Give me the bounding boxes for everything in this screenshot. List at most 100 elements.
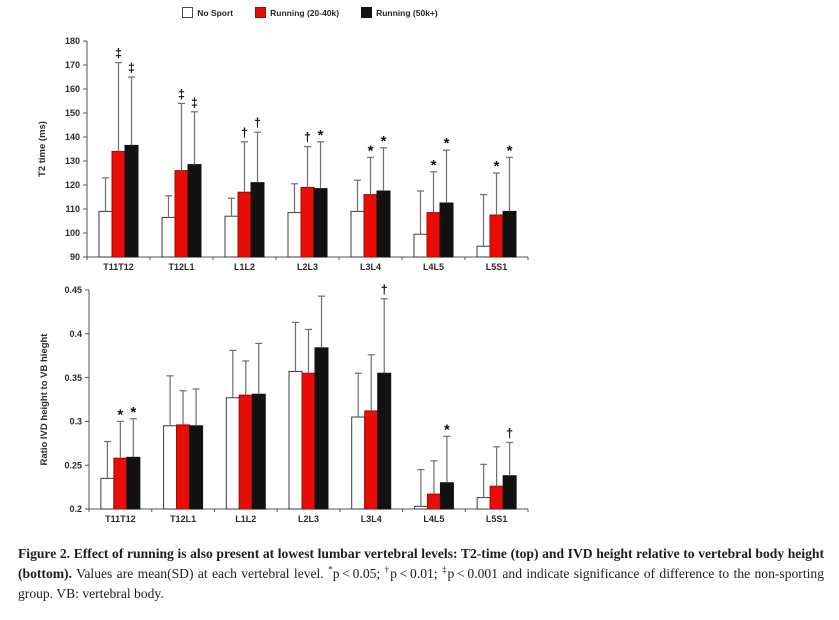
x-category-label: T12L1	[170, 514, 196, 524]
caption-sig-symbol-2: †	[384, 564, 391, 575]
x-category-label: L2L3	[298, 514, 319, 524]
y-tick-label: 120	[65, 180, 80, 190]
significance-marker: *	[117, 406, 123, 423]
bar-running-50k-	[377, 372, 392, 510]
bar-running-20-40k-	[364, 410, 379, 510]
significance-marker: †	[254, 116, 261, 130]
caption-bold-title: Figure 2. Effect of running is also pres…	[18, 546, 824, 581]
bar-no-sport	[163, 425, 178, 510]
x-category-label: L4L5	[423, 514, 444, 524]
bar-no-sport	[287, 212, 302, 258]
bar-running-50k-	[187, 164, 202, 258]
x-category-label: T11T12	[103, 262, 134, 272]
x-category-label: L5S1	[486, 262, 508, 272]
significance-marker: *	[494, 158, 500, 175]
y-tick-label: 0.25	[64, 460, 82, 470]
significance-marker: ‡	[178, 87, 185, 101]
legend-label-running-50k: Running (50k+)	[376, 7, 438, 18]
bar-running-20-40k-	[489, 485, 504, 510]
significance-marker: *	[431, 157, 437, 174]
significance-marker: *	[444, 421, 450, 438]
legend-label-no-sport: No Sport	[197, 7, 234, 18]
legend-item-no-sport: No Sport	[182, 7, 233, 18]
y-tick-label: 150	[65, 108, 80, 118]
y-tick-label: 0.4	[69, 329, 82, 339]
caption-sig-symbol-1: *	[328, 564, 333, 575]
bar-no-sport	[161, 216, 176, 258]
bar-running-50k-	[126, 456, 141, 510]
bar-no-sport	[413, 233, 428, 258]
bar-running-20-40k-	[174, 170, 189, 258]
y-tick-label: 110	[65, 204, 80, 214]
x-category-label: L2L3	[297, 262, 318, 272]
bar-running-20-40k-	[237, 191, 252, 258]
x-category-label: L3L4	[360, 262, 381, 272]
caption-sig-text-1: p < 0.05;	[332, 565, 385, 581]
bar-running-20-40k-	[301, 372, 316, 510]
bar-no-sport	[413, 505, 428, 510]
caption-sig-text-3: p < 0.001 and indicate significance of d…	[18, 565, 824, 601]
legend-swatch-running-50k	[361, 7, 373, 18]
legend-item-running-20-40k: Running (20-40k)	[255, 7, 339, 18]
t2-time-bar-chart: 90 100 110 120 130 140 150 160 170 180 T11T12 T12L1…	[37, 36, 529, 272]
bar-no-sport	[476, 245, 491, 258]
x-category-label: L5S1	[486, 514, 508, 524]
bar-running-50k-	[189, 425, 204, 510]
bar-running-50k-	[251, 393, 266, 510]
y-tick-label: 130	[65, 156, 80, 166]
y-tick-label: 0.45	[64, 285, 82, 295]
bar-running-20-40k-	[489, 214, 504, 258]
bar-running-50k-	[376, 190, 391, 258]
bar-running-20-40k-	[426, 493, 441, 510]
caption-sig-text-2: p < 0.01;	[390, 565, 442, 581]
bar-running-50k-	[250, 182, 265, 258]
x-category-label: L3L4	[361, 514, 382, 524]
ivd-vb-ratio-bar-chart: 0.2 0.25 0.3 0.35 0.4 0.45 T11T12 T12L1 L1L2 L2L3…	[39, 283, 529, 524]
y-tick-label: 0.2	[69, 504, 82, 514]
bar-running-20-40k-	[238, 394, 253, 510]
bar-running-50k-	[502, 210, 517, 258]
x-category-label: T11T12	[105, 514, 136, 524]
bar-no-sport	[476, 497, 491, 510]
bar-no-sport	[351, 416, 366, 510]
bar-no-sport	[288, 370, 303, 510]
bar-running-50k-	[313, 188, 328, 258]
bar-running-20-40k-	[113, 457, 128, 510]
y-tick-label: 100	[65, 228, 80, 238]
significance-marker: ‡	[128, 61, 135, 75]
y-tick-label: 170	[65, 60, 80, 70]
bar-running-20-40k-	[300, 186, 315, 258]
x-category-label: T12L1	[168, 262, 194, 272]
significance-marker: †	[381, 283, 388, 297]
y-tick-label: 0.3	[69, 417, 82, 427]
bar-running-50k-	[502, 475, 517, 510]
bar-no-sport	[225, 397, 240, 510]
legend-swatch-running-20-40k	[255, 7, 267, 18]
x-category-label: L1L2	[235, 514, 256, 524]
legend-label-running-20-40k: Running (20-40k)	[270, 7, 340, 18]
bar-running-20-40k-	[363, 194, 378, 258]
bar-running-20-40k-	[176, 424, 191, 510]
bar-no-sport	[100, 477, 115, 510]
significance-marker: †	[506, 426, 513, 440]
y-axis-title: T2 time (ms)	[37, 121, 48, 177]
bar-running-50k-	[439, 482, 454, 510]
y-axis-title: Ratio IVD height to VB hieght	[39, 333, 50, 466]
significance-marker: *	[130, 404, 136, 421]
y-tick-label: 160	[65, 84, 80, 94]
legend-swatch-no-sport	[182, 7, 194, 18]
x-category-label: L4L5	[423, 262, 444, 272]
significance-marker: *	[507, 142, 513, 159]
significance-marker: *	[368, 142, 374, 159]
y-tick-label: 0.35	[64, 373, 82, 383]
significance-marker: ‡	[115, 47, 122, 61]
y-tick-label: 180	[65, 36, 80, 46]
significance-marker: †	[241, 126, 248, 140]
bar-no-sport	[98, 210, 113, 258]
x-category-label: L1L2	[234, 262, 255, 272]
figure-caption: Figure 2. Effect of running is also pres…	[18, 544, 824, 604]
bar-no-sport	[350, 210, 365, 258]
legend-item-running-50k: Running (50k+)	[361, 7, 438, 18]
bar-running-50k-	[124, 144, 139, 258]
significance-marker: ‡	[191, 96, 198, 110]
